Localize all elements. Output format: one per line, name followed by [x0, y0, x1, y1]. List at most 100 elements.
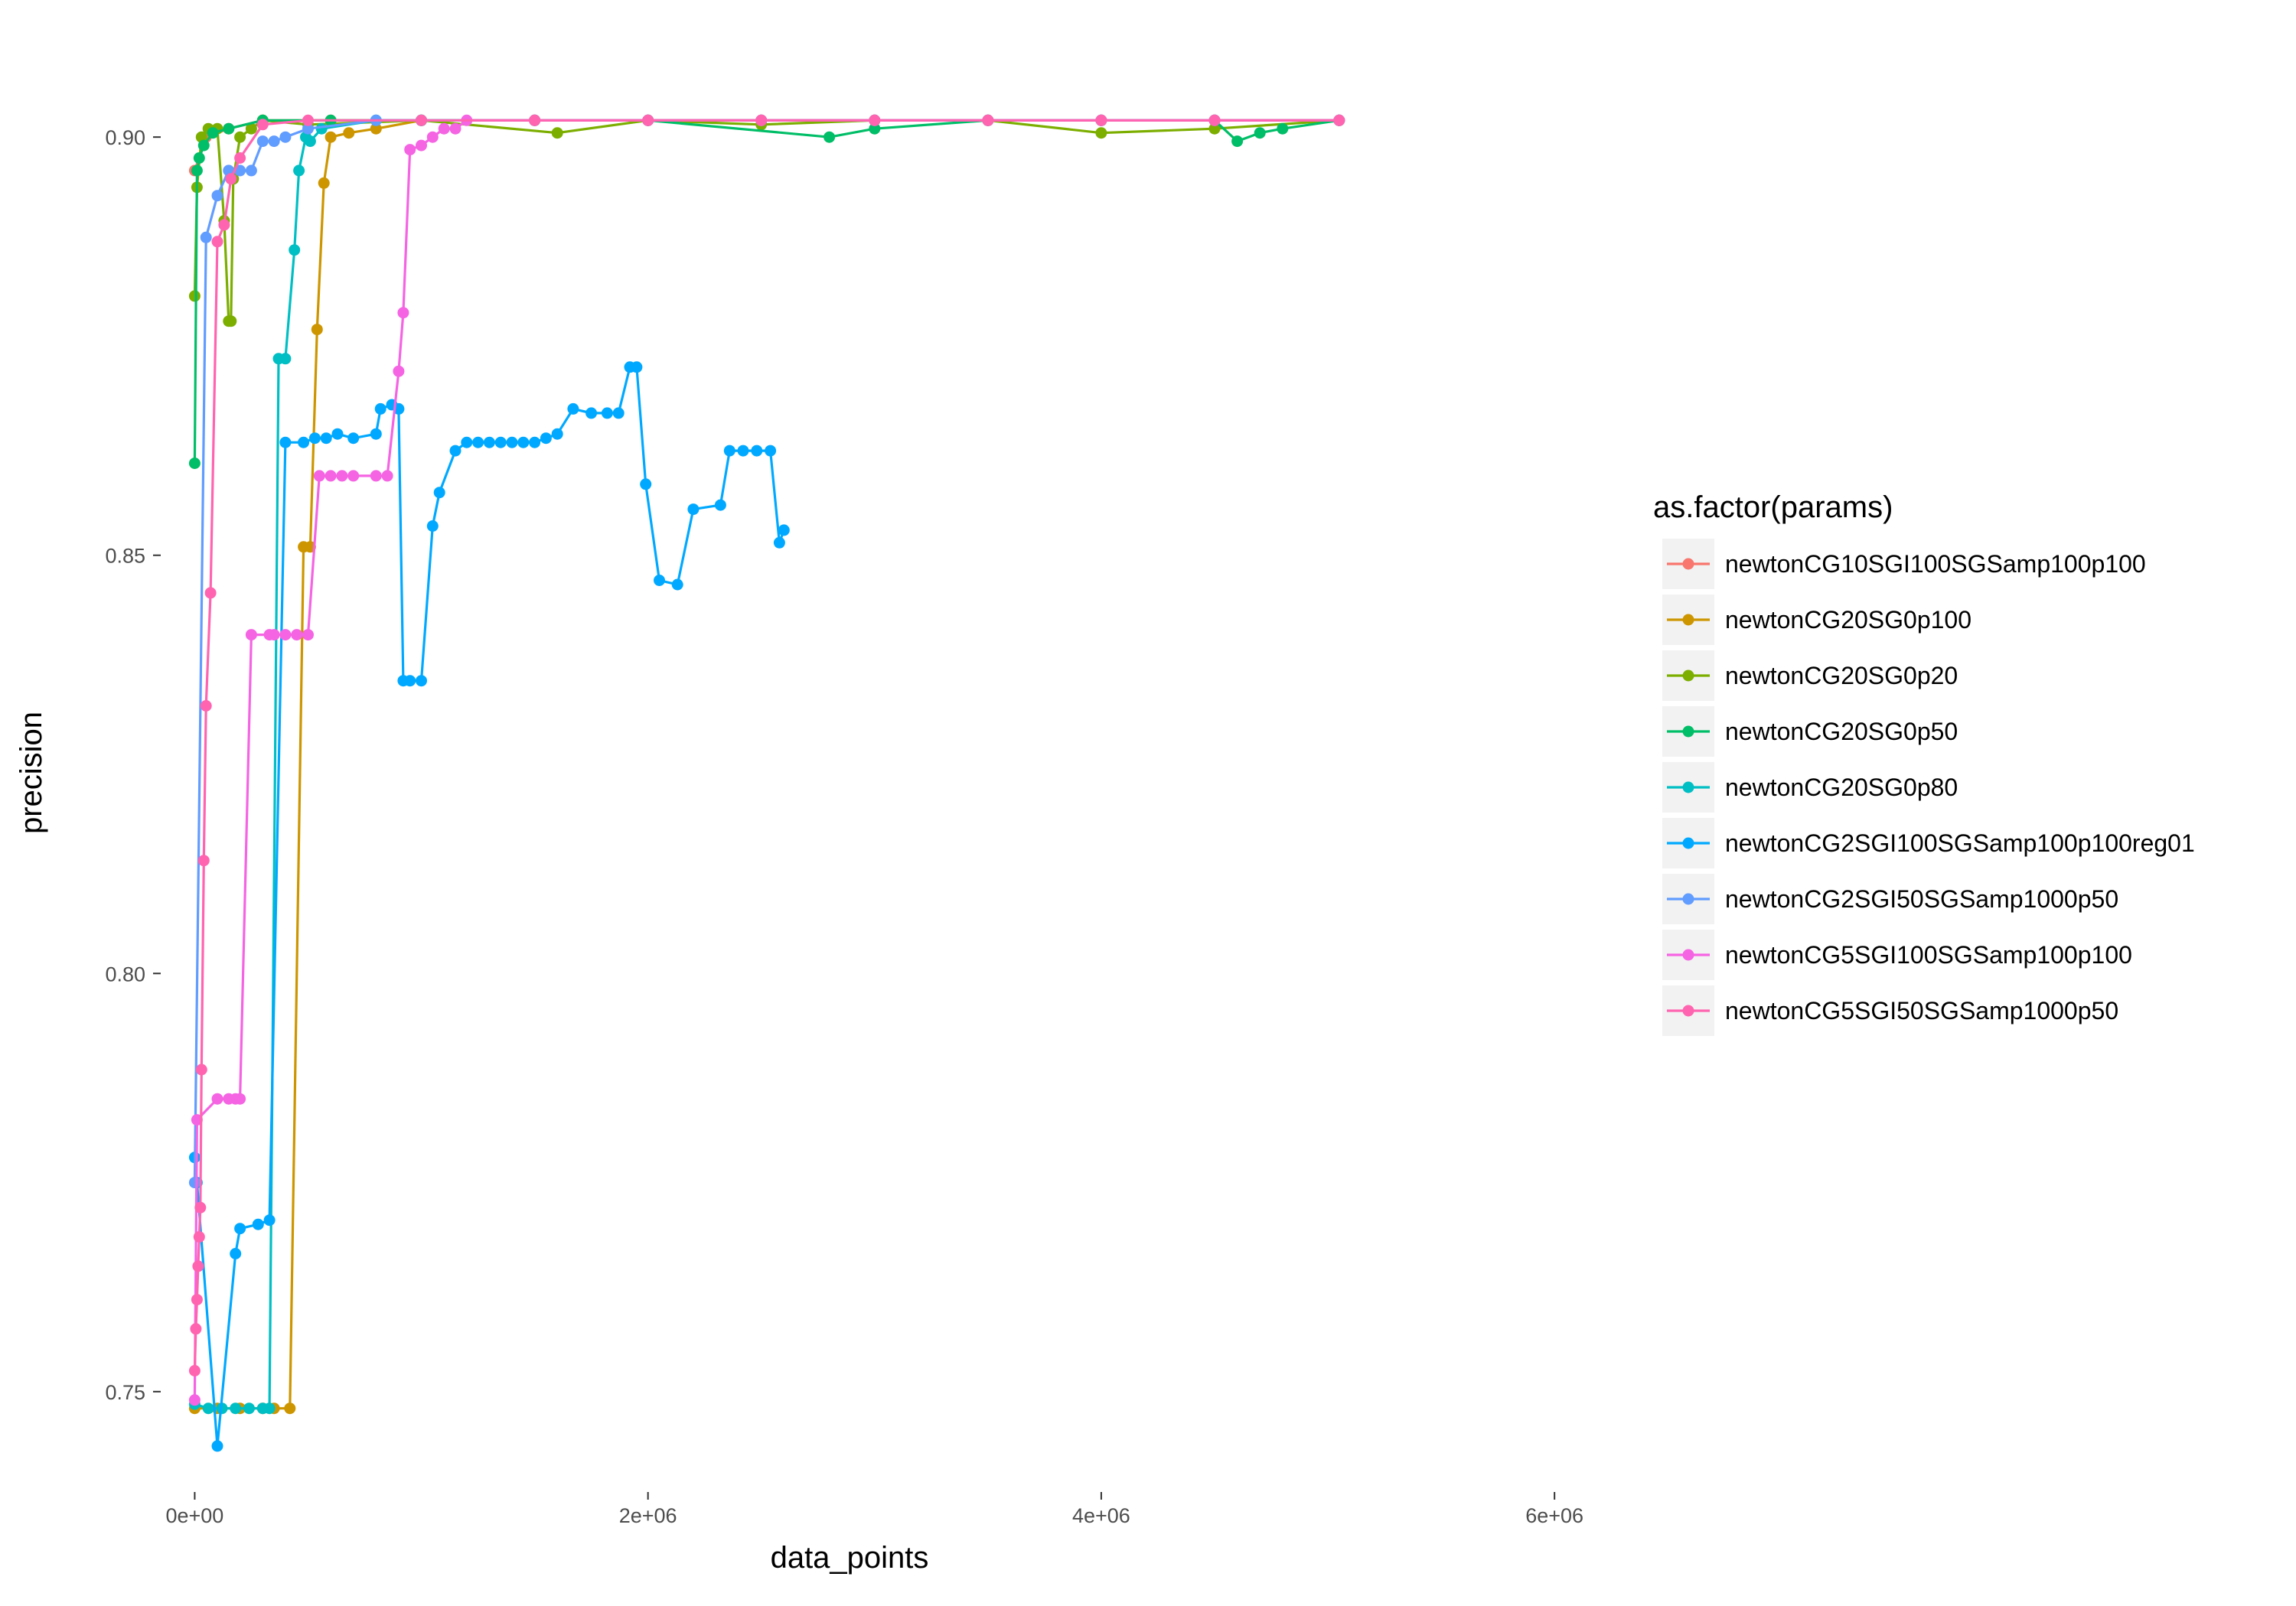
- data-point: [393, 365, 405, 377]
- legend-key-point: [1682, 837, 1694, 849]
- data-point: [256, 135, 269, 148]
- series-line: [194, 119, 1339, 1410]
- data-point: [279, 629, 292, 641]
- legend-key-point: [1682, 1005, 1694, 1017]
- data-point: [585, 407, 598, 419]
- data-point: [193, 152, 205, 164]
- data-point: [211, 1440, 223, 1452]
- data-point: [243, 1402, 255, 1415]
- data-point: [601, 407, 613, 419]
- data-point: [517, 436, 530, 448]
- data-point: [245, 122, 257, 135]
- y-tick-label: 0.85: [105, 545, 145, 568]
- data-point: [289, 244, 301, 256]
- data-point: [426, 520, 439, 532]
- data-point: [449, 122, 461, 135]
- y-tick-label: 0.90: [105, 126, 145, 149]
- data-point: [211, 190, 223, 202]
- series-line: [193, 119, 1339, 323]
- data-point: [279, 353, 292, 365]
- data-point: [191, 1294, 203, 1306]
- series-line: [194, 119, 1339, 1410]
- data-point: [869, 114, 881, 126]
- data-point: [687, 503, 700, 516]
- data-point: [188, 1394, 201, 1406]
- series-line: [193, 119, 1340, 464]
- data-point: [640, 478, 652, 490]
- data-point: [218, 219, 230, 231]
- data-point: [773, 536, 785, 549]
- data-point: [263, 1214, 276, 1226]
- x-tick-label: 4e+06: [1072, 1504, 1130, 1527]
- data-point: [279, 131, 292, 143]
- legend-key-point: [1682, 614, 1694, 626]
- data-point: [193, 1231, 205, 1243]
- axes: 0e+00 2e+06 4e+06 6e+06 0.75 0.80 0.85 0.90: [105, 126, 1583, 1527]
- legend-label: newtonCG20SG0p20: [1725, 662, 1958, 689]
- data-point: [188, 1177, 201, 1189]
- data-point: [438, 122, 450, 135]
- data-point: [529, 436, 541, 448]
- data-point: [347, 432, 360, 445]
- data-point: [494, 436, 507, 448]
- data-point: [1208, 114, 1221, 126]
- data-point: [197, 855, 210, 867]
- legend-key-point: [1682, 558, 1694, 570]
- legend-title: as.factor(params): [1653, 490, 1893, 524]
- data-point: [397, 307, 409, 319]
- data-point: [778, 524, 790, 536]
- series-line: [193, 119, 1339, 171]
- legend-items: newtonCG10SGI100SGSamp100p100 newtonCG20S…: [1662, 539, 2195, 1036]
- data-point: [416, 675, 427, 687]
- data-point: [291, 629, 303, 641]
- data-point: [381, 470, 393, 482]
- data-point: [245, 629, 257, 641]
- legend-label: newtonCG2SGI100SGSamp100p100reg01: [1725, 829, 2195, 857]
- data-point: [869, 122, 881, 135]
- legend-item: newtonCG20SG0p50: [1662, 706, 1958, 757]
- data-point: [268, 629, 280, 641]
- data-point: [1231, 135, 1244, 148]
- data-point: [293, 165, 305, 177]
- data-point: [304, 135, 316, 148]
- y-tick-label: 0.75: [105, 1381, 145, 1404]
- series-newtonCG5SGI100SGSamp100p100: [188, 114, 1345, 1406]
- data-point: [325, 131, 337, 143]
- series-newtonCG20SG0p20: [188, 114, 1345, 327]
- legend-label: newtonCG5SGI100SGSamp100p100: [1725, 941, 2132, 969]
- data-point: [551, 127, 563, 139]
- series-line: [193, 119, 1339, 1183]
- data-point: [416, 139, 427, 151]
- legend-label: newtonCG5SGI50SGSamp1000p50: [1725, 997, 2118, 1025]
- data-point: [284, 1402, 296, 1415]
- data-point: [1333, 114, 1345, 126]
- series-line: [193, 366, 785, 1448]
- data-point: [370, 122, 382, 135]
- data-point: [195, 1064, 207, 1076]
- data-point: [714, 499, 726, 511]
- data-point: [416, 114, 427, 126]
- data-point: [982, 114, 994, 126]
- data-point: [190, 1323, 202, 1335]
- data-point: [347, 470, 360, 482]
- data-point: [612, 407, 625, 419]
- data-point: [200, 700, 212, 712]
- series-newtonCG2SGI50SGSamp1000p50: [188, 114, 1345, 1189]
- data-point: [461, 436, 473, 448]
- data-point: [1095, 127, 1107, 139]
- x-tick-label: 0e+00: [165, 1504, 223, 1527]
- data-point: [336, 470, 348, 482]
- data-point: [374, 402, 386, 415]
- data-point: [245, 165, 257, 177]
- data-point: [207, 127, 219, 139]
- legend-item: newtonCG2SGI100SGSamp100p100reg01: [1662, 818, 2195, 868]
- data-point: [268, 135, 280, 148]
- data-point: [263, 1402, 276, 1415]
- data-point: [230, 1402, 242, 1415]
- data-point: [313, 470, 325, 482]
- legend-label: newtonCG2SGI50SGSamp1000p50: [1725, 885, 2118, 913]
- series-newtonCG20SG0p50: [188, 114, 1345, 469]
- y-tick-label: 0.80: [105, 963, 145, 985]
- data-point: [188, 458, 201, 469]
- legend-item: newtonCG5SGI50SGSamp1000p50: [1662, 985, 2118, 1036]
